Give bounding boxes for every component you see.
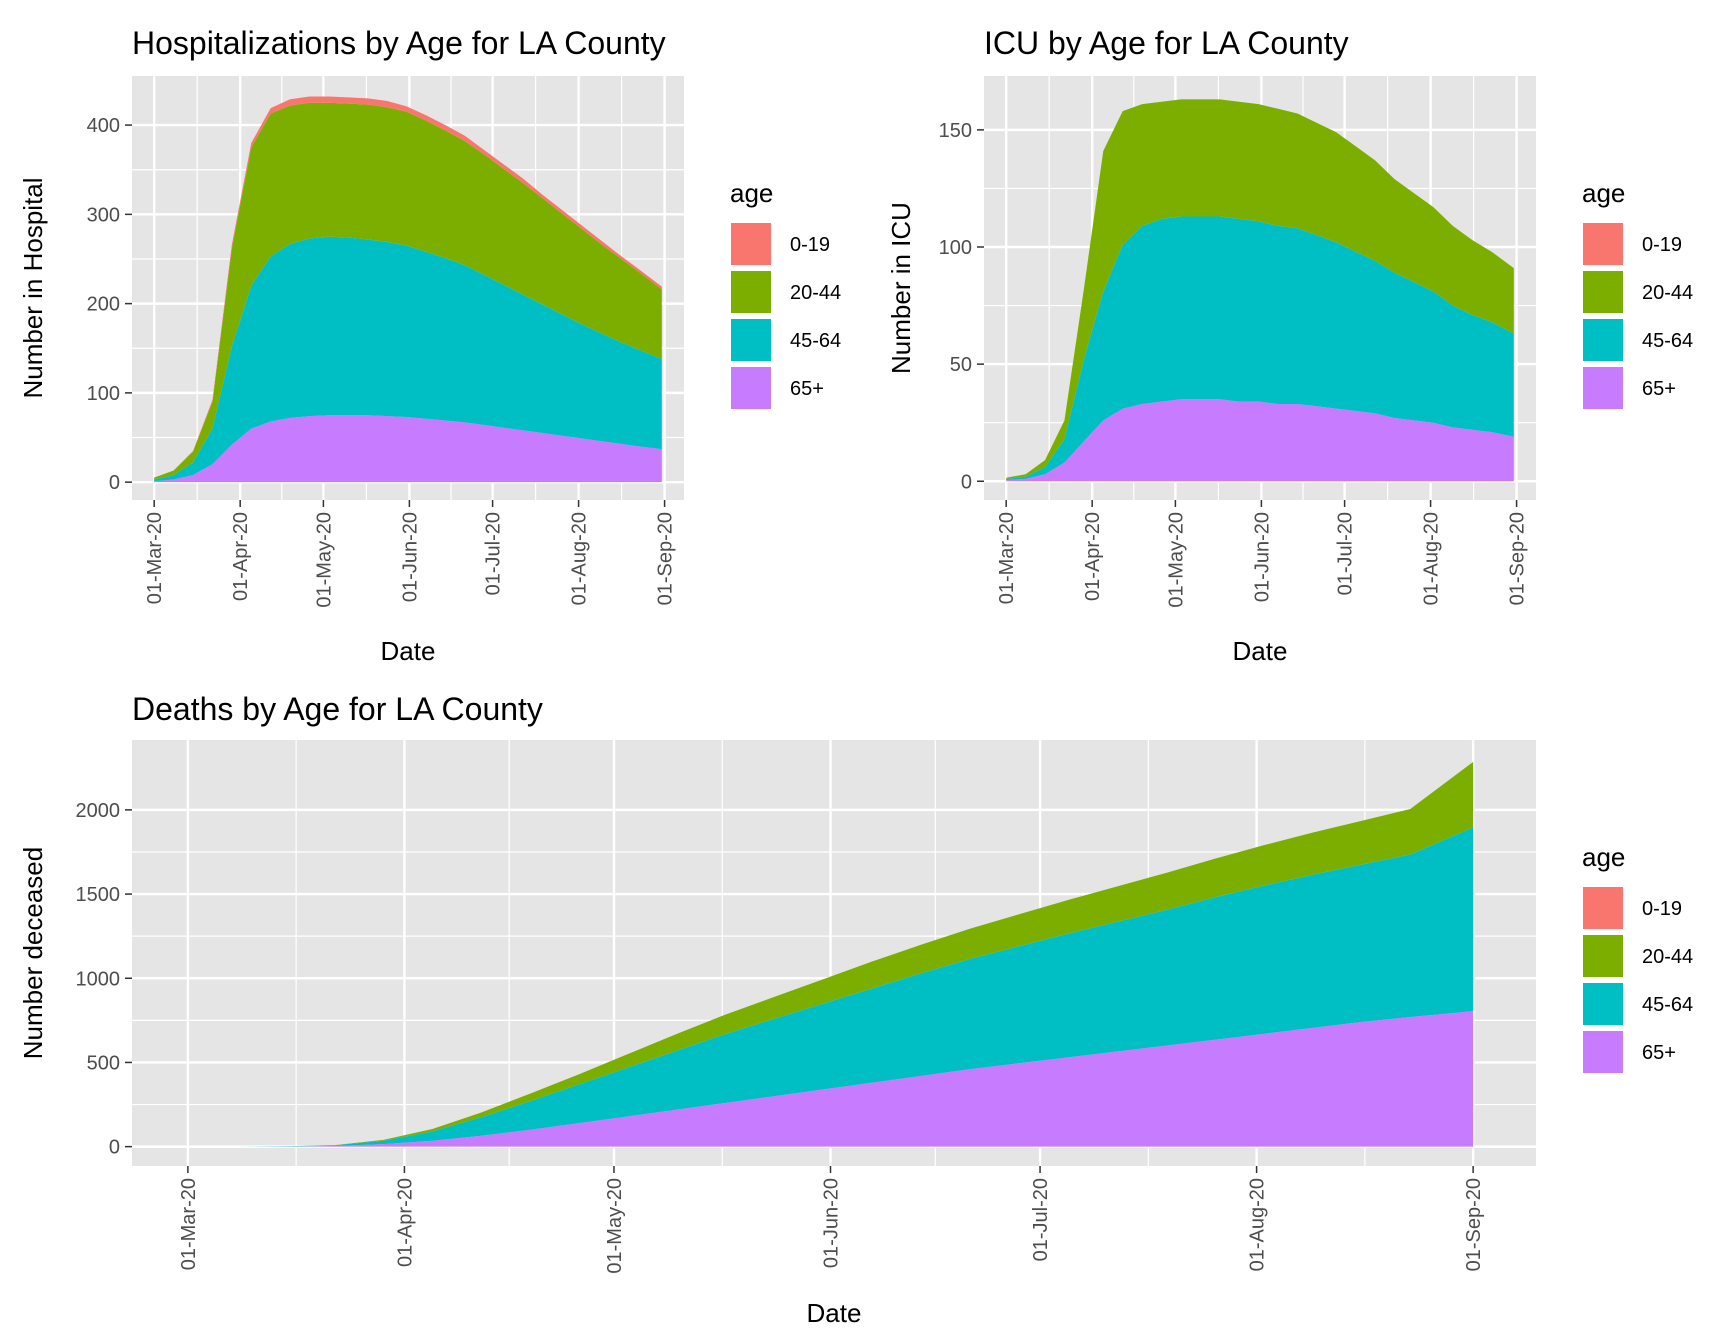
x-tick-label: 01-Mar-20 [996,512,1018,604]
x-tick-label: 01-May-20 [604,1178,626,1274]
x-tick-label: 01-Sep-20 [655,512,677,605]
x-tick-label: 01-Jun-20 [1251,512,1273,602]
legend-label: 0-19 [1642,898,1682,920]
y-tick-label: 0 [961,471,972,493]
x-tick-label: 01-Apr-20 [230,512,252,601]
x-tick-label: 01-Aug-20 [569,512,591,605]
legend-label: 65+ [790,378,824,400]
chart-title: ICU by Age for LA County [984,25,1349,61]
legend-key-20-44 [1581,933,1625,979]
chart-title: Deaths by Age for LA County [132,691,543,727]
y-tick-label: 0 [109,472,120,494]
x-tick-label: 01-Jul-20 [483,512,505,595]
x-tick-label: 01-Apr-20 [1082,512,1104,601]
legend-key-45-64 [1581,317,1625,363]
y-tick-label: 100 [939,237,972,259]
legend: age 0-19 20-44 45-64 65+ [1581,178,1693,411]
legend-title: age [1582,842,1625,872]
area-series-20-44 [154,102,662,480]
legend-key-65+ [1581,365,1625,411]
y-tick-label: 1000 [76,968,121,990]
area-series-0-19 [154,96,662,478]
x-tick-label: 01-Apr-20 [394,1178,416,1267]
legend-key-65+ [729,365,773,411]
legend-label: 45-64 [1642,330,1693,352]
chart-title: Hospitalizations by Age for LA County [132,25,666,61]
legend-label: 45-64 [1642,994,1693,1016]
legend-label: 20-44 [1642,282,1693,304]
x-tick-label: 01-Mar-20 [178,1178,200,1270]
legend-label: 20-44 [1642,946,1693,968]
x-tick-label: 01-May-20 [1165,512,1187,608]
legend: age 0-19 20-44 45-64 65+ [729,178,841,411]
area-series-65+ [187,1011,1474,1147]
x-tick-label: 01-Sep-20 [1463,1178,1485,1271]
y-axis-title: Number in ICU [886,202,916,374]
legend-label: 0-19 [790,234,830,256]
y-tick-label: 100 [87,383,120,405]
legend-label: 0-19 [1642,234,1682,256]
x-tick-label: 01-Jun-20 [399,512,421,602]
legend: age 0-19 20-44 45-64 65+ [1581,842,1693,1075]
legend-title: age [1582,178,1625,208]
x-tick-label: 01-Mar-20 [144,512,166,604]
x-tick-label: 01-May-20 [313,512,335,608]
x-tick-label: 01-Aug-20 [1247,1178,1269,1271]
legend-title: age [730,178,773,208]
legend-label: 65+ [1642,378,1676,400]
legend-label: 20-44 [790,282,841,304]
y-tick-label: 300 [87,204,120,226]
legend-key-0-19 [729,221,773,267]
x-axis-title: Date [1233,636,1288,666]
legend-key-45-64 [1581,981,1625,1027]
x-tick-label: 01-Sep-20 [1507,512,1529,605]
x-tick-label: 01-Jun-20 [821,1178,843,1268]
x-tick-label: 01-Jul-20 [1335,512,1357,595]
y-axis-title: Number deceased [18,847,48,1059]
legend-key-0-19 [1581,221,1625,267]
y-tick-label: 50 [950,354,972,376]
x-axis-title: Date [381,636,436,666]
legend-key-20-44 [729,269,773,315]
icu-chart: 0 50 100 150 01-Mar-20 01-Apr-20 01-May-20 01-J… [886,25,1693,666]
x-tick-label: 01-Aug-20 [1421,512,1443,605]
area-series-65+ [1006,399,1514,482]
legend-label: 65+ [1642,1042,1676,1064]
legend-key-65+ [1581,1029,1625,1075]
legend-key-0-19 [1581,885,1625,931]
legend-key-45-64 [729,317,773,363]
y-tick-label: 2000 [76,800,121,822]
y-tick-label: 200 [87,294,120,316]
area-series-45-64 [187,827,1474,1147]
legend-label: 45-64 [790,330,841,352]
area-series-20-44 [1006,99,1514,479]
y-tick-label: 0 [109,1137,120,1159]
area-series-45-64 [1006,216,1514,481]
x-tick-label: 01-Jul-20 [1030,1178,1052,1261]
hospital-chart: 0 100 200 300 400 01-Mar-20 01-Apr-20 01-May-20… [18,25,841,666]
y-tick-label: 500 [87,1052,120,1074]
deaths-chart: 0 500 1000 1500 2000 01-Mar-20 01-Apr-20 01-May… [18,691,1693,1328]
y-tick-label: 400 [87,115,120,137]
y-tick-label: 1500 [76,884,121,906]
y-tick-label: 150 [939,120,972,142]
area-series-65+ [154,415,662,483]
area-series-45-64 [154,236,662,482]
x-axis-title: Date [807,1298,862,1328]
legend-key-20-44 [1581,269,1625,315]
y-axis-title: Number in Hospital [18,177,48,398]
